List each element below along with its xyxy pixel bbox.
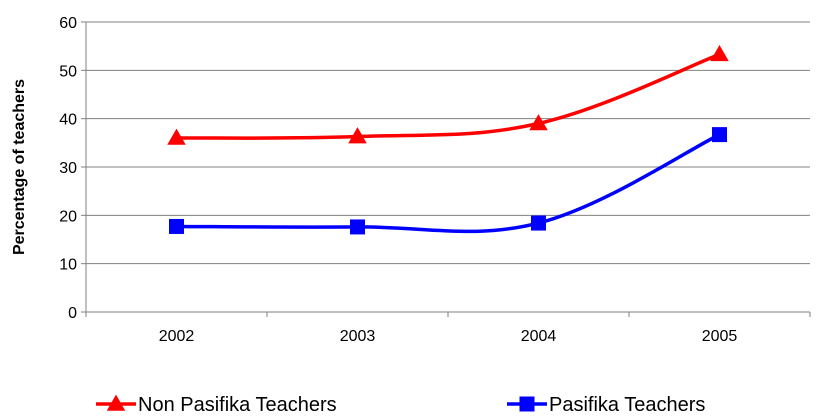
y-tick-label: 10 — [59, 257, 77, 274]
pasifika-teachers-point — [712, 127, 727, 143]
pasifika-teachers-point — [169, 218, 184, 234]
y-tick-label: 0 — [68, 305, 77, 322]
x-ticks: 2002 2003 2004 2005 — [85, 312, 811, 345]
x-tick-label: 2003 — [340, 328, 376, 345]
pasifika-teachers-legend-marker — [519, 396, 535, 412]
non-pasifika-teachers-line — [176, 52, 721, 140]
y-axis-title: Percentage of teachers — [11, 79, 28, 255]
gridlines — [86, 21, 810, 265]
y-ticks: 0 10 20 30 40 50 60 — [59, 15, 86, 322]
pasifika-teachers-legend-label: Pasifika Teachers — [549, 394, 705, 416]
y-tick-label: 40 — [59, 112, 77, 129]
series-group — [167, 44, 729, 235]
x-tick-label: 2004 — [521, 328, 557, 345]
y-tick-label: 20 — [59, 208, 77, 225]
non-pasifika-teachers-legend-label: Non Pasifika Teachers — [138, 394, 337, 416]
non-pasifika-teachers-point — [529, 114, 548, 131]
non-pasifika-teachers-point — [710, 44, 729, 62]
y-tick-label: 30 — [59, 160, 77, 177]
pasifika-teachers-point — [350, 219, 365, 235]
pasifika-teachers-point — [531, 215, 546, 231]
non-pasifika-teachers-point — [348, 127, 367, 144]
legend: Non Pasifika Teachers Pasifika Teachers — [96, 394, 705, 416]
y-tick-label: 50 — [59, 63, 77, 80]
non-pasifika-teachers-point — [167, 128, 186, 145]
x-tick-label: 2005 — [702, 328, 738, 345]
x-tick-label: 2002 — [159, 328, 195, 345]
pasifika-teachers-line — [176, 133, 721, 234]
y-tick-label: 60 — [59, 15, 77, 32]
non-pasifika-teachers-legend-marker — [106, 394, 126, 411]
